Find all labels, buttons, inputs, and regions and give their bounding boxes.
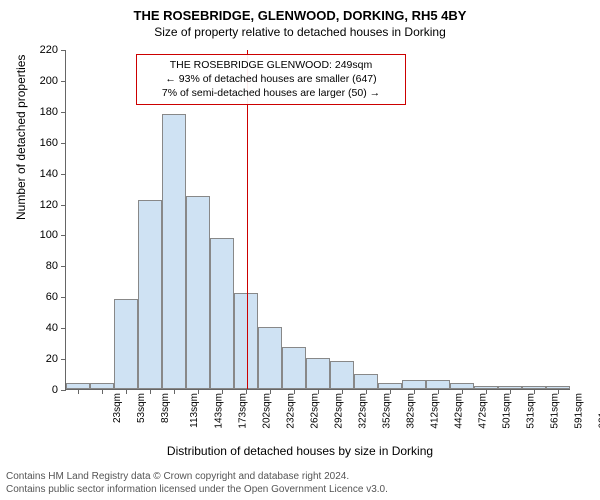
x-tick [414,389,415,394]
x-tick-label: 53sqm [136,393,147,423]
histogram-bar [114,299,138,389]
y-tick-label: 200 [40,75,58,87]
x-tick [558,389,559,394]
x-tick-label: 412sqm [430,393,441,429]
x-tick-label: 472sqm [478,393,489,429]
x-tick [462,389,463,394]
chart-title: THE ROSEBRIDGE, GLENWOOD, DORKING, RH5 4… [0,0,600,23]
y-tick-label: 40 [46,322,58,334]
x-tick-label: 262sqm [310,393,321,429]
x-tick-label: 83sqm [160,393,171,423]
histogram-bar [402,380,426,389]
x-tick [126,389,127,394]
y-tick [61,390,66,391]
histogram-bar [162,114,186,389]
y-tick [61,174,66,175]
x-tick [438,389,439,394]
x-tick [318,389,319,394]
x-tick-label: 322sqm [358,393,369,429]
y-tick [61,143,66,144]
y-tick [61,112,66,113]
histogram-bar [234,293,258,389]
y-tick-label: 0 [52,384,58,396]
x-tick-label: 113sqm [189,393,200,428]
x-axis-title: Distribution of detached houses by size … [0,444,600,458]
histogram-bar [258,327,282,389]
x-tick-label: 143sqm [214,393,225,429]
annotation-line2: ← 93% of detached houses are smaller (64… [143,72,399,86]
x-tick-label: 352sqm [382,393,393,429]
y-tick [61,328,66,329]
chart-subtitle: Size of property relative to detached ho… [0,23,600,39]
y-tick [61,266,66,267]
y-tick [61,297,66,298]
histogram-bar [426,380,450,389]
y-tick-label: 80 [46,260,58,272]
x-tick-label: 232sqm [286,393,297,429]
annotation-line1: THE ROSEBRIDGE GLENWOOD: 249sqm [143,58,399,72]
footer-attribution: Contains HM Land Registry data © Crown c… [6,471,388,496]
x-tick [246,389,247,394]
annotation-box: THE ROSEBRIDGE GLENWOOD: 249sqm← 93% of … [136,54,406,105]
y-tick-label: 120 [40,199,58,211]
x-tick-label: 292sqm [334,393,345,429]
y-tick-label: 160 [40,137,58,149]
histogram-bar [138,200,162,389]
histogram-bar [354,374,378,389]
y-tick [61,50,66,51]
annotation-line3: 7% of semi-detached houses are larger (5… [143,86,399,100]
histogram-bar [282,347,306,389]
x-tick-label: 202sqm [262,393,273,429]
x-tick [342,389,343,394]
y-tick-label: 100 [40,229,58,241]
x-tick [534,389,535,394]
x-tick-label: 442sqm [454,393,465,429]
x-tick [150,389,151,394]
histogram-bar [210,238,234,389]
histogram-bar [186,196,210,389]
x-tick-label: 501sqm [502,393,513,429]
x-tick [78,389,79,394]
x-tick [366,389,367,394]
x-tick [198,389,199,394]
x-tick-label: 23sqm [112,393,123,423]
x-tick [390,389,391,394]
histogram-bar [306,358,330,389]
y-tick-label: 60 [46,291,58,303]
y-tick-label: 180 [40,106,58,118]
y-tick-label: 220 [40,44,58,56]
y-tick [61,81,66,82]
x-tick-label: 561sqm [550,393,561,429]
y-tick-label: 20 [46,353,58,365]
footer-line: Contains public sector information licen… [6,484,388,497]
footer-line: Contains HM Land Registry data © Crown c… [6,471,388,484]
histogram-bar [330,361,354,389]
y-tick-label: 140 [40,168,58,180]
y-axis-title: Number of detached properties [14,55,28,220]
y-tick [61,205,66,206]
y-tick [61,235,66,236]
x-tick [486,389,487,394]
chart-container: { "chart": { "type": "histogram", "title… [0,0,600,500]
x-tick-label: 531sqm [526,393,537,429]
y-tick [61,359,66,360]
x-tick [102,389,103,394]
x-tick [174,389,175,394]
x-tick [222,389,223,394]
x-tick-label: 591sqm [574,393,585,429]
x-tick-label: 382sqm [406,393,417,429]
x-tick [294,389,295,394]
plot-area: 02040608010012014016018020022023sqm53sqm… [65,50,570,390]
x-tick [510,389,511,394]
x-tick-label: 173sqm [238,393,249,429]
x-tick [270,389,271,394]
